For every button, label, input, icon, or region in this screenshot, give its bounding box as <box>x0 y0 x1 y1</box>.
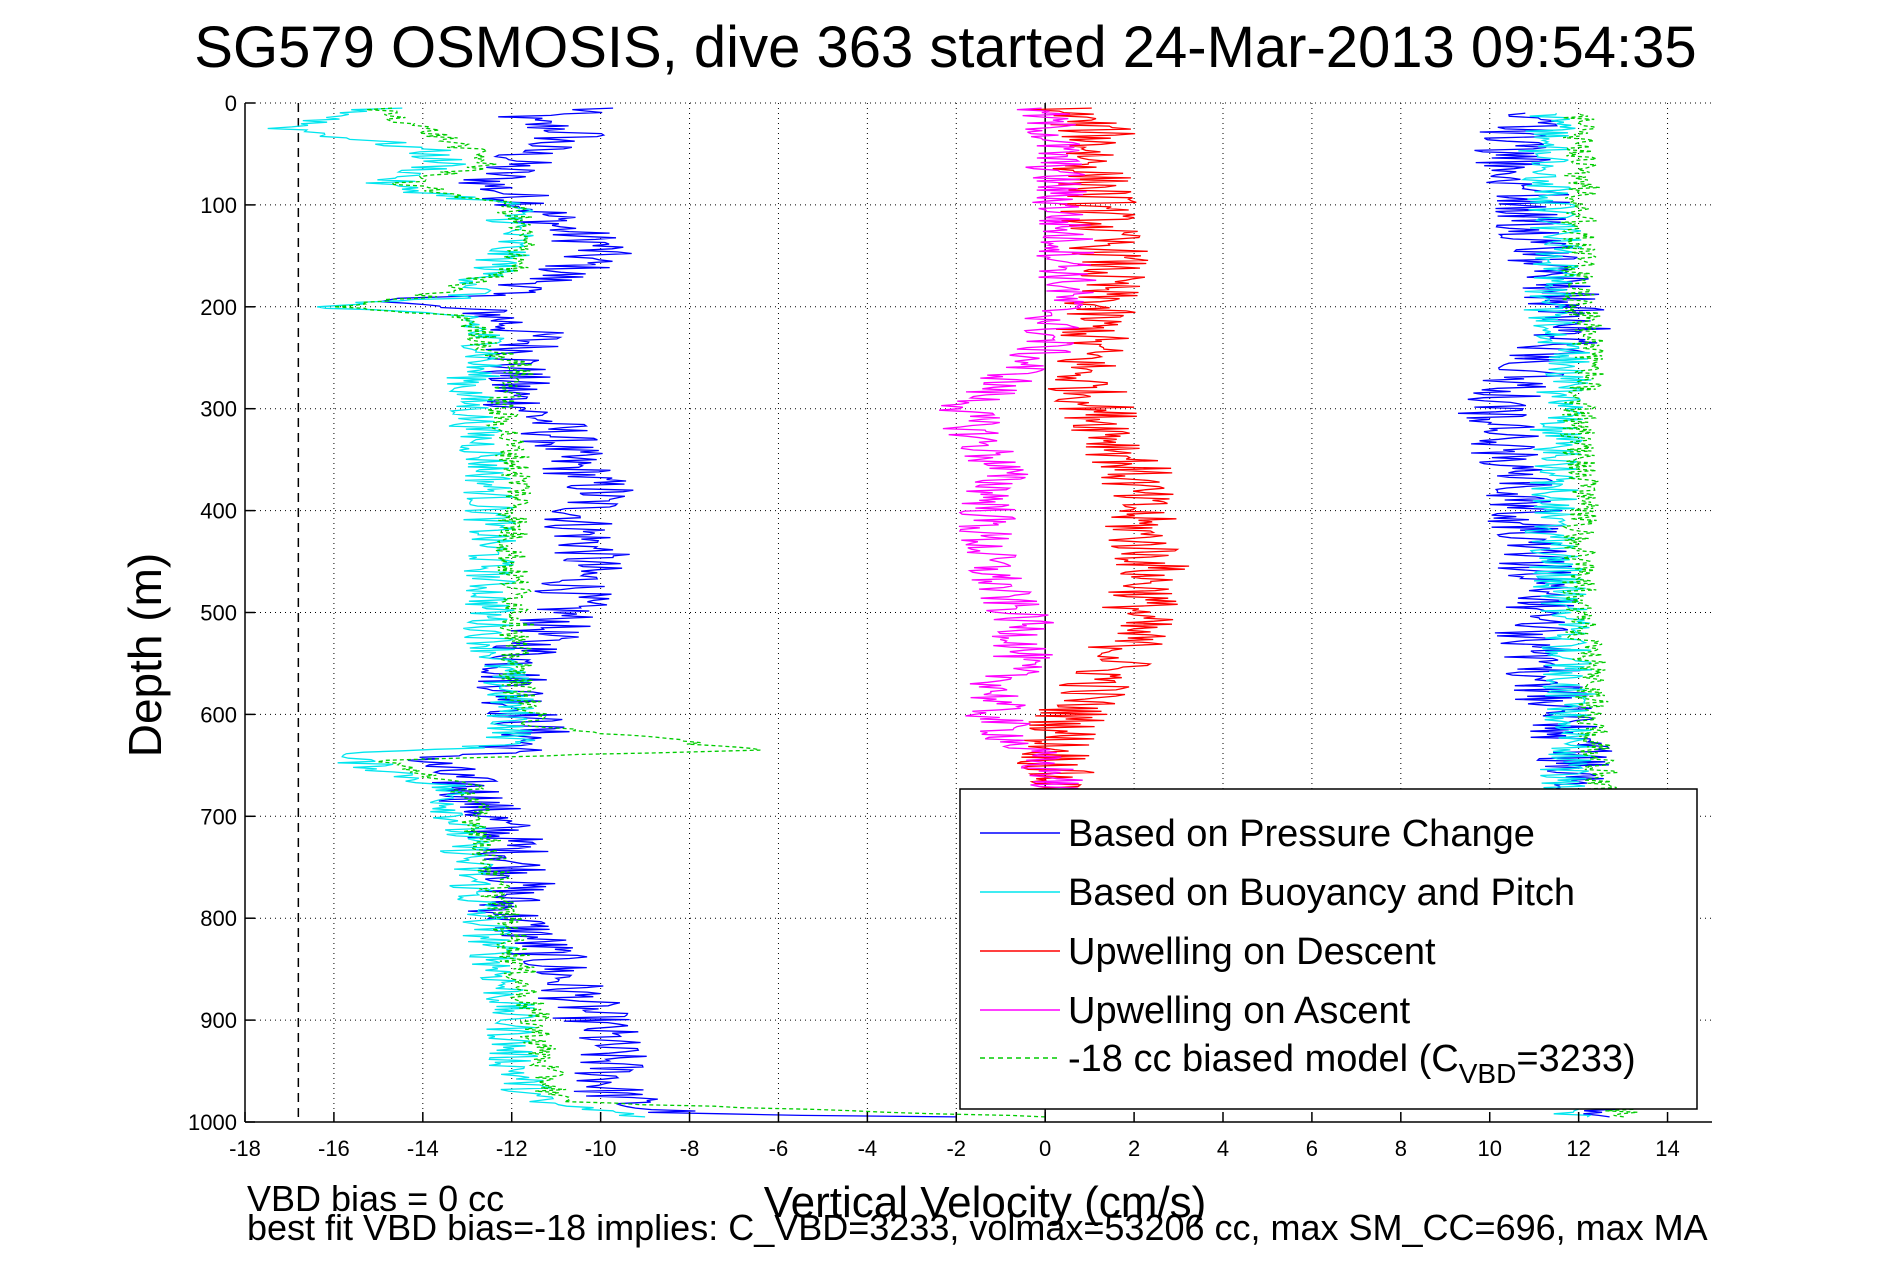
x-tick-label: 0 <box>1039 1136 1051 1161</box>
series-1-descent <box>267 107 646 1118</box>
x-tick-label: 4 <box>1217 1136 1229 1161</box>
legend-label-1: Based on Buoyancy and Pitch <box>1068 872 1575 914</box>
y-tick-label: 700 <box>200 804 237 829</box>
series-3-descent <box>939 107 1097 797</box>
y-tick-label: 0 <box>225 91 237 116</box>
x-tick-label: -16 <box>318 1136 350 1161</box>
x-tick-label: 10 <box>1477 1136 1501 1161</box>
y-tick-label: 100 <box>200 193 237 218</box>
footnote-best-fit: best fit VBD bias=-18 implies: C_VBD=323… <box>247 1207 1708 1248</box>
series-2-descent <box>1016 107 1190 797</box>
x-tick-label: -10 <box>585 1136 617 1161</box>
x-tick-label: -6 <box>769 1136 789 1161</box>
x-tick-label: 2 <box>1128 1136 1140 1161</box>
y-tick-label: 800 <box>200 906 237 931</box>
y-tick-label: 500 <box>200 601 237 626</box>
y-axis-label: Depth (m) <box>119 552 171 758</box>
x-tick-label: -2 <box>946 1136 966 1161</box>
legend-box <box>959 788 1698 1110</box>
y-tick-label: 300 <box>200 397 237 422</box>
x-tick-label: -12 <box>496 1136 528 1161</box>
x-tick-label: -14 <box>407 1136 439 1161</box>
x-tick-label: 8 <box>1395 1136 1407 1161</box>
x-axis-label: Vertical Velocity (cm/s) <box>763 1178 1207 1227</box>
y-tick-label: 600 <box>200 702 237 727</box>
legend-label-3: Upwelling on Ascent <box>1068 990 1411 1032</box>
x-tick-label: -4 <box>858 1136 878 1161</box>
series-4-descent <box>333 107 1046 1118</box>
y-tick-label: 1000 <box>188 1110 237 1135</box>
legend-label-2: Upwelling on Descent <box>1068 931 1436 973</box>
x-tick-label: -18 <box>229 1136 261 1161</box>
y-tick-label: 200 <box>200 295 237 320</box>
chart-title: SG579 OSMOSIS, dive 363 started 24-Mar-2… <box>194 15 1697 80</box>
y-tick-label: 400 <box>200 499 237 524</box>
x-tick-label: -8 <box>680 1136 700 1161</box>
legend-label-0: Based on Pressure Change <box>1068 813 1535 855</box>
series-0-descent <box>380 107 957 1118</box>
y-tick-label: 900 <box>200 1008 237 1033</box>
x-tick-label: 12 <box>1566 1136 1590 1161</box>
x-tick-label: 6 <box>1306 1136 1318 1161</box>
x-tick-label: 14 <box>1655 1136 1679 1161</box>
footnote-vbd-bias: VBD bias = 0 cc <box>247 1178 505 1219</box>
legend-label-4: -18 cc biased model (CVBD=3233) <box>1068 1038 1636 1089</box>
